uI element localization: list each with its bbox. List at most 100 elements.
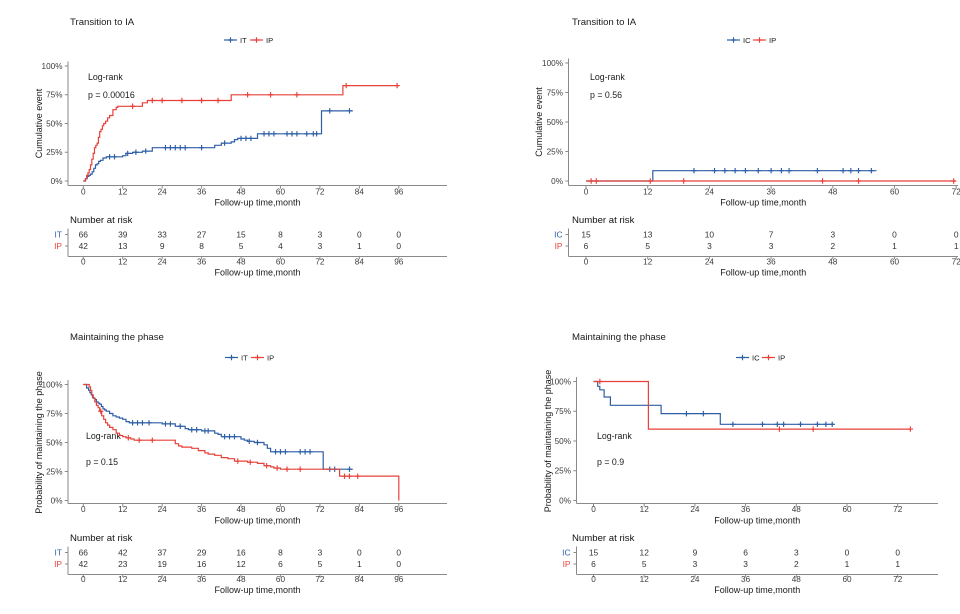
censor-mark-IP: [215, 97, 221, 104]
x-tick-label: 24: [158, 188, 168, 197]
censor-mark-IC: [848, 168, 854, 174]
censor-mark-IT: [231, 434, 238, 440]
censor-mark-IP: [149, 97, 156, 104]
risk-count: 27: [197, 230, 207, 240]
risk-count: 13: [118, 241, 128, 251]
risk-x-tick-label: 36: [767, 258, 777, 267]
legend-item-IC: IC: [727, 36, 751, 45]
risk-count: 0: [357, 230, 362, 240]
x-tick-label: 48: [236, 188, 246, 197]
censor-mark-IT: [277, 449, 284, 455]
censor-mark-IP: [776, 426, 783, 432]
censor-mark-IT: [304, 131, 310, 137]
risk-x-axis-title: Follow-up time,month: [214, 268, 300, 278]
censor-mark-IP: [855, 178, 862, 184]
censor-mark-IT: [307, 449, 313, 455]
censor-mark-IT: [143, 148, 149, 154]
risk-x-tick-label: 84: [355, 258, 365, 267]
km-curve-IC: [586, 170, 877, 182]
y-tick-label: 0%: [559, 496, 571, 505]
x-axis-title: Follow-up time,month: [714, 516, 800, 526]
risk-count: 0: [895, 548, 900, 558]
risk-count: 42: [79, 559, 89, 569]
x-tick-label: 96: [394, 505, 404, 514]
censor-mark-IT: [205, 428, 211, 434]
risk-count: 6: [584, 241, 589, 251]
risk-x-tick-label: 24: [158, 258, 168, 267]
y-axis-title: Cumulative event: [34, 88, 44, 158]
risk-count: 3: [318, 230, 323, 240]
censor-mark-IP: [354, 473, 361, 479]
logrank-pvalue: p = 0.56: [590, 90, 622, 100]
risk-count: 0: [396, 241, 401, 251]
risk-count: 1: [895, 559, 900, 569]
censor-mark-IT: [302, 449, 308, 455]
censor-mark-IT: [133, 149, 139, 155]
risk-count: 8: [278, 548, 283, 558]
legend-label: IP: [266, 36, 273, 45]
y-tick-label: 100%: [42, 380, 63, 389]
logrank-pvalue: p = 0.9: [597, 457, 624, 467]
censor-mark-IP: [244, 92, 251, 98]
panel-title: Transition to IA: [572, 17, 637, 28]
censor-mark-IT: [189, 427, 195, 433]
km-curve-IC: [593, 380, 835, 425]
risk-count: 0: [396, 548, 401, 558]
risk-x-tick-label: 0: [81, 258, 86, 267]
risk-count: 66: [79, 548, 89, 558]
risk-count: 3: [318, 241, 323, 251]
risk-count: 6: [278, 559, 283, 569]
legend-item-IP: IP: [753, 36, 776, 45]
risk-count: 1: [845, 559, 850, 569]
x-tick-label: 12: [118, 505, 128, 514]
x-tick-label: 60: [890, 188, 900, 197]
risk-x-tick-label: 36: [197, 258, 207, 267]
censor-mark-IC: [829, 421, 835, 428]
risk-table-title: Number at risk: [70, 215, 133, 226]
risk-table-title: Number at risk: [572, 533, 635, 544]
risk-count: 1: [954, 241, 959, 251]
x-tick-label: 36: [741, 505, 751, 514]
risk-x-tick-label: 48: [828, 258, 838, 267]
risk-count: 3: [794, 548, 799, 558]
censor-mark-IP: [98, 408, 104, 414]
censor-mark-IT: [193, 427, 200, 433]
x-tick-label: 0: [81, 505, 86, 514]
censor-mark-IT: [221, 434, 228, 440]
y-tick-label: 100%: [42, 62, 63, 71]
censor-mark-IT: [167, 144, 174, 151]
censor-mark-IT: [238, 135, 244, 142]
x-tick-label: 0: [591, 505, 596, 514]
y-axis-title: Probability of maintaining the phase: [543, 370, 553, 513]
risk-count: 3: [743, 559, 748, 569]
risk-count: 15: [589, 548, 599, 558]
censor-mark-IP: [149, 437, 156, 443]
y-tick-label: 0%: [551, 177, 563, 186]
risk-count: 2: [794, 559, 799, 569]
y-tick-label: 50%: [46, 119, 62, 128]
risk-count: 37: [158, 548, 168, 558]
legend-plus-icon: [227, 37, 234, 43]
x-tick-label: 24: [705, 188, 715, 197]
legend-plus-icon: [253, 37, 260, 43]
risk-count: 6: [591, 559, 596, 569]
censor-mark-IP: [129, 103, 136, 109]
censor-mark-IC: [840, 168, 846, 174]
panel-title: Maintaining the phase: [70, 332, 164, 343]
risk-row-label: IC: [554, 230, 562, 240]
risk-count: 0: [892, 230, 897, 240]
x-axis-title: Follow-up time,month: [214, 198, 300, 208]
censor-mark-IC: [768, 168, 774, 174]
y-tick-label: 75%: [46, 91, 62, 100]
y-tick-label: 75%: [547, 88, 563, 97]
censor-mark-IT: [124, 150, 131, 157]
censor-mark-IC: [814, 421, 821, 428]
risk-count: 3: [769, 241, 774, 251]
y-tick-label: 50%: [555, 437, 571, 446]
x-tick-label: 72: [315, 188, 325, 197]
risk-x-tick-label: 24: [158, 575, 168, 584]
x-tick-label: 48: [828, 188, 838, 197]
censor-mark-IT: [198, 144, 205, 151]
risk-x-tick-label: 12: [643, 258, 653, 267]
risk-x-tick-label: 72: [893, 575, 903, 584]
